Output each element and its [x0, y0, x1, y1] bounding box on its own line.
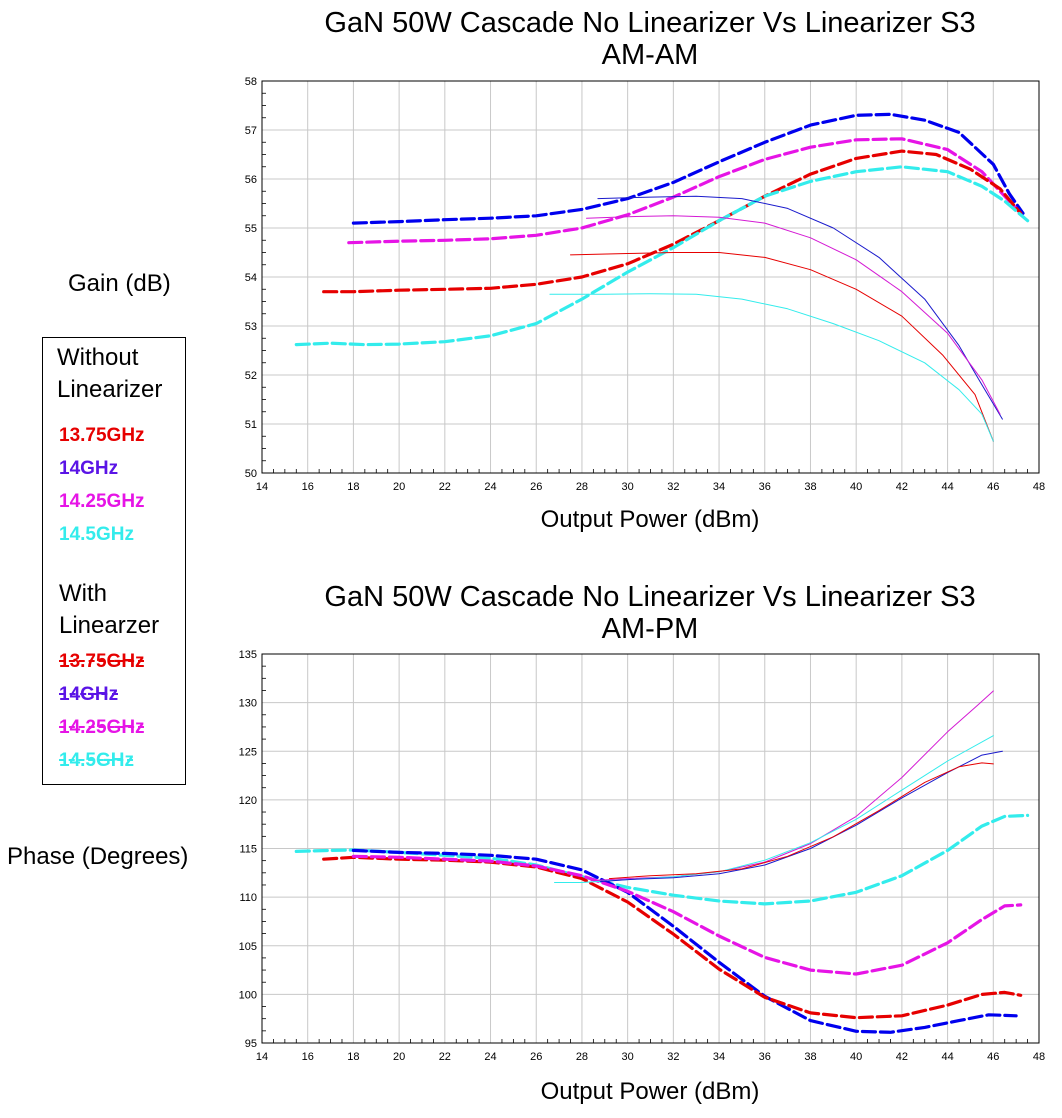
x-tick-label: 22 [439, 481, 451, 493]
y-tick-label: 58 [245, 76, 257, 88]
x-tick-label: 46 [987, 481, 999, 493]
legend-without-heading-1: Without [57, 344, 139, 371]
series-line-13-75GHz-without-linearizer [322, 855, 1023, 1020]
x-tick-label: 18 [347, 481, 359, 493]
series-line-14-25GHz-without-linearizer [351, 854, 1023, 976]
legend-with-14-5: 14.5GHz [59, 750, 134, 771]
series-line-14GHz-with-linearizer [597, 195, 1003, 420]
series-line-14GHz-without-linearizer [351, 848, 1018, 1034]
x-tick-label: 20 [393, 481, 405, 493]
y-tick-label: 125 [239, 746, 257, 758]
gain-ylabel: Gain (dB) [68, 270, 171, 297]
amam-xlabel: Output Power (dBm) [540, 506, 760, 533]
series-line-14-25GHz-with-linearizer [586, 215, 1001, 415]
ampm-title-line2: AM-PM [601, 613, 699, 645]
x-tick-label: 46 [987, 1051, 999, 1063]
y-tick-label: 95 [245, 1038, 257, 1050]
y-tick-label: 115 [239, 844, 257, 856]
legend-without-heading-2: Linearizer [57, 376, 163, 403]
chart-0: 14 16 18 20 22 24 26 28 30 32 34 36 38 40 42 44 46 48 50 51… [245, 76, 1045, 493]
y-tick-label: 51 [245, 419, 257, 431]
y-tick-label: 105 [239, 941, 257, 953]
legend-with-heading-2: Linearzer [59, 612, 160, 639]
y-tick-label: 55 [245, 223, 257, 235]
y-tick-label: 110 [239, 892, 257, 904]
x-tick-label: 26 [530, 1051, 542, 1063]
series-line-13-75GHz-with-linearizer [608, 762, 994, 880]
x-tick-label: 38 [804, 1051, 816, 1063]
series-line-14-5GHz-with-linearizer [549, 293, 994, 442]
x-tick-label: 40 [850, 1051, 862, 1063]
x-tick-label: 24 [484, 1051, 496, 1063]
x-tick-label: 26 [530, 481, 542, 493]
x-tick-label: 32 [667, 481, 679, 493]
y-tick-label: 50 [245, 468, 257, 480]
x-tick-label: 30 [622, 1051, 634, 1063]
x-tick-label: 42 [896, 481, 908, 493]
y-tick-label: 135 [239, 649, 257, 661]
x-tick-label: 18 [347, 1051, 359, 1063]
y-tick-label: 52 [245, 370, 257, 382]
x-tick-label: 48 [1033, 1051, 1045, 1063]
phase-ylabel: Phase (Degrees) [7, 843, 189, 870]
plot-frame [261, 653, 1040, 1044]
x-tick-label: 14 [256, 1051, 268, 1063]
x-tick-label: 40 [850, 481, 862, 493]
series-line-13-75GHz-with-linearizer [570, 252, 994, 442]
legend: Without Linearizer 13.75GHz 14GHz 14.25G… [42, 337, 186, 785]
y-tick-label: 100 [239, 989, 257, 1001]
y-tick-label: 53 [245, 321, 257, 333]
x-tick-label: 24 [484, 481, 496, 493]
series-line-14-5GHz-without-linearizer [294, 165, 1030, 347]
legend-with-heading-1: With [59, 580, 107, 607]
x-tick-label: 20 [393, 1051, 405, 1063]
y-tick-label: 54 [245, 272, 257, 284]
series-line-14GHz-with-linearizer [599, 750, 1003, 883]
x-tick-label: 36 [759, 1051, 771, 1063]
x-tick-label: 36 [759, 481, 771, 493]
x-tick-label: 44 [941, 481, 953, 493]
ampm-title-line1: GaN 50W Cascade No Linearizer Vs Lineari… [324, 581, 976, 613]
plot-frame [261, 80, 1040, 474]
chart-1: 14 16 18 20 22 24 26 28 30 32 34 36 38 40 42 44 46 48 95 10… [239, 649, 1045, 1063]
legend-with-14: 14GHz [59, 684, 119, 705]
y-tick-label: 130 [239, 698, 257, 710]
series-line-14GHz-without-linearizer [351, 112, 1025, 225]
x-tick-label: 48 [1033, 481, 1045, 493]
x-tick-label: 28 [576, 481, 588, 493]
x-tick-label: 34 [713, 481, 725, 493]
y-tick-label: 56 [245, 174, 257, 186]
x-tick-label: 42 [896, 1051, 908, 1063]
amam-title-line2: AM-AM [601, 39, 699, 71]
legend-with-14-25: 14.25GHz [59, 717, 145, 738]
x-tick-label: 30 [622, 481, 634, 493]
legend-with-13-75: 13.75GHz [59, 651, 145, 672]
x-tick-label: 22 [439, 1051, 451, 1063]
series-line-14-25GHz-without-linearizer [347, 137, 1023, 245]
y-tick-label: 120 [239, 795, 257, 807]
series-line-14-25GHz-with-linearizer [590, 690, 994, 882]
x-tick-label: 28 [576, 1051, 588, 1063]
x-tick-label: 14 [256, 481, 268, 493]
legend-without-14-25: 14.25GHz [59, 491, 145, 512]
ampm-xlabel: Output Power (dBm) [540, 1078, 760, 1105]
x-tick-label: 16 [302, 1051, 314, 1063]
x-tick-label: 34 [713, 1051, 725, 1063]
x-tick-label: 44 [941, 1051, 953, 1063]
legend-without-13-75: 13.75GHz [59, 425, 145, 446]
legend-without-14: 14GHz [59, 458, 119, 479]
x-tick-label: 32 [667, 1051, 679, 1063]
legend-without-14-5: 14.5GHz [59, 524, 134, 545]
amam-title-line1: GaN 50W Cascade No Linearizer Vs Lineari… [324, 7, 976, 39]
y-tick-label: 57 [245, 125, 257, 137]
x-tick-label: 16 [302, 481, 314, 493]
x-tick-label: 38 [804, 481, 816, 493]
